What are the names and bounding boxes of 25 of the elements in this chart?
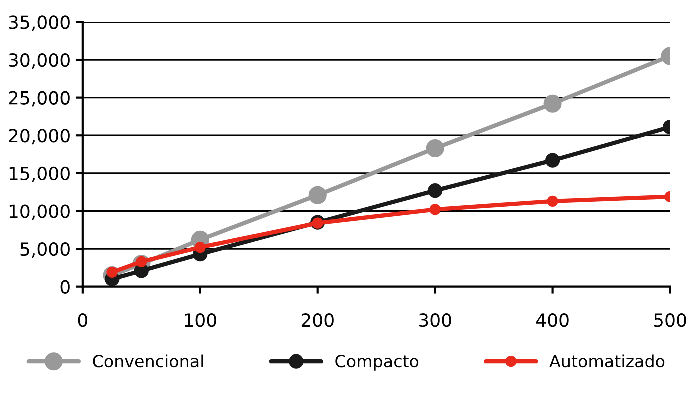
point	[426, 139, 444, 158]
y-tick-label: 10,000	[10, 204, 70, 220]
x-tick-label: 0	[78, 314, 88, 328]
x-tick-label: 300	[419, 314, 452, 328]
point	[544, 94, 562, 113]
y-tick-label: 5,000	[20, 242, 70, 258]
y-tick-label: 15,000	[10, 166, 70, 182]
y-tick-label: 0	[60, 280, 70, 294]
x-tick-label: 200	[302, 314, 334, 328]
y-tick-label: 20,000	[9, 129, 70, 145]
legend-label: Convencional	[93, 354, 204, 368]
x-tick-label: 100	[185, 314, 216, 328]
point	[428, 184, 443, 198]
legend-label: Compacto	[336, 355, 419, 371]
y-tick-label: 25,000	[9, 91, 70, 107]
y-tick-label: 35,000	[9, 16, 70, 32]
x-tick-label: 500	[654, 314, 686, 328]
point	[308, 186, 327, 204]
point	[546, 153, 560, 168]
point	[194, 242, 206, 254]
y-tick-label: 30,000	[9, 53, 70, 69]
point	[430, 204, 441, 216]
point	[547, 196, 558, 207]
legend-label: Automatizado	[550, 354, 665, 368]
x-tick-label: 400	[536, 314, 569, 328]
